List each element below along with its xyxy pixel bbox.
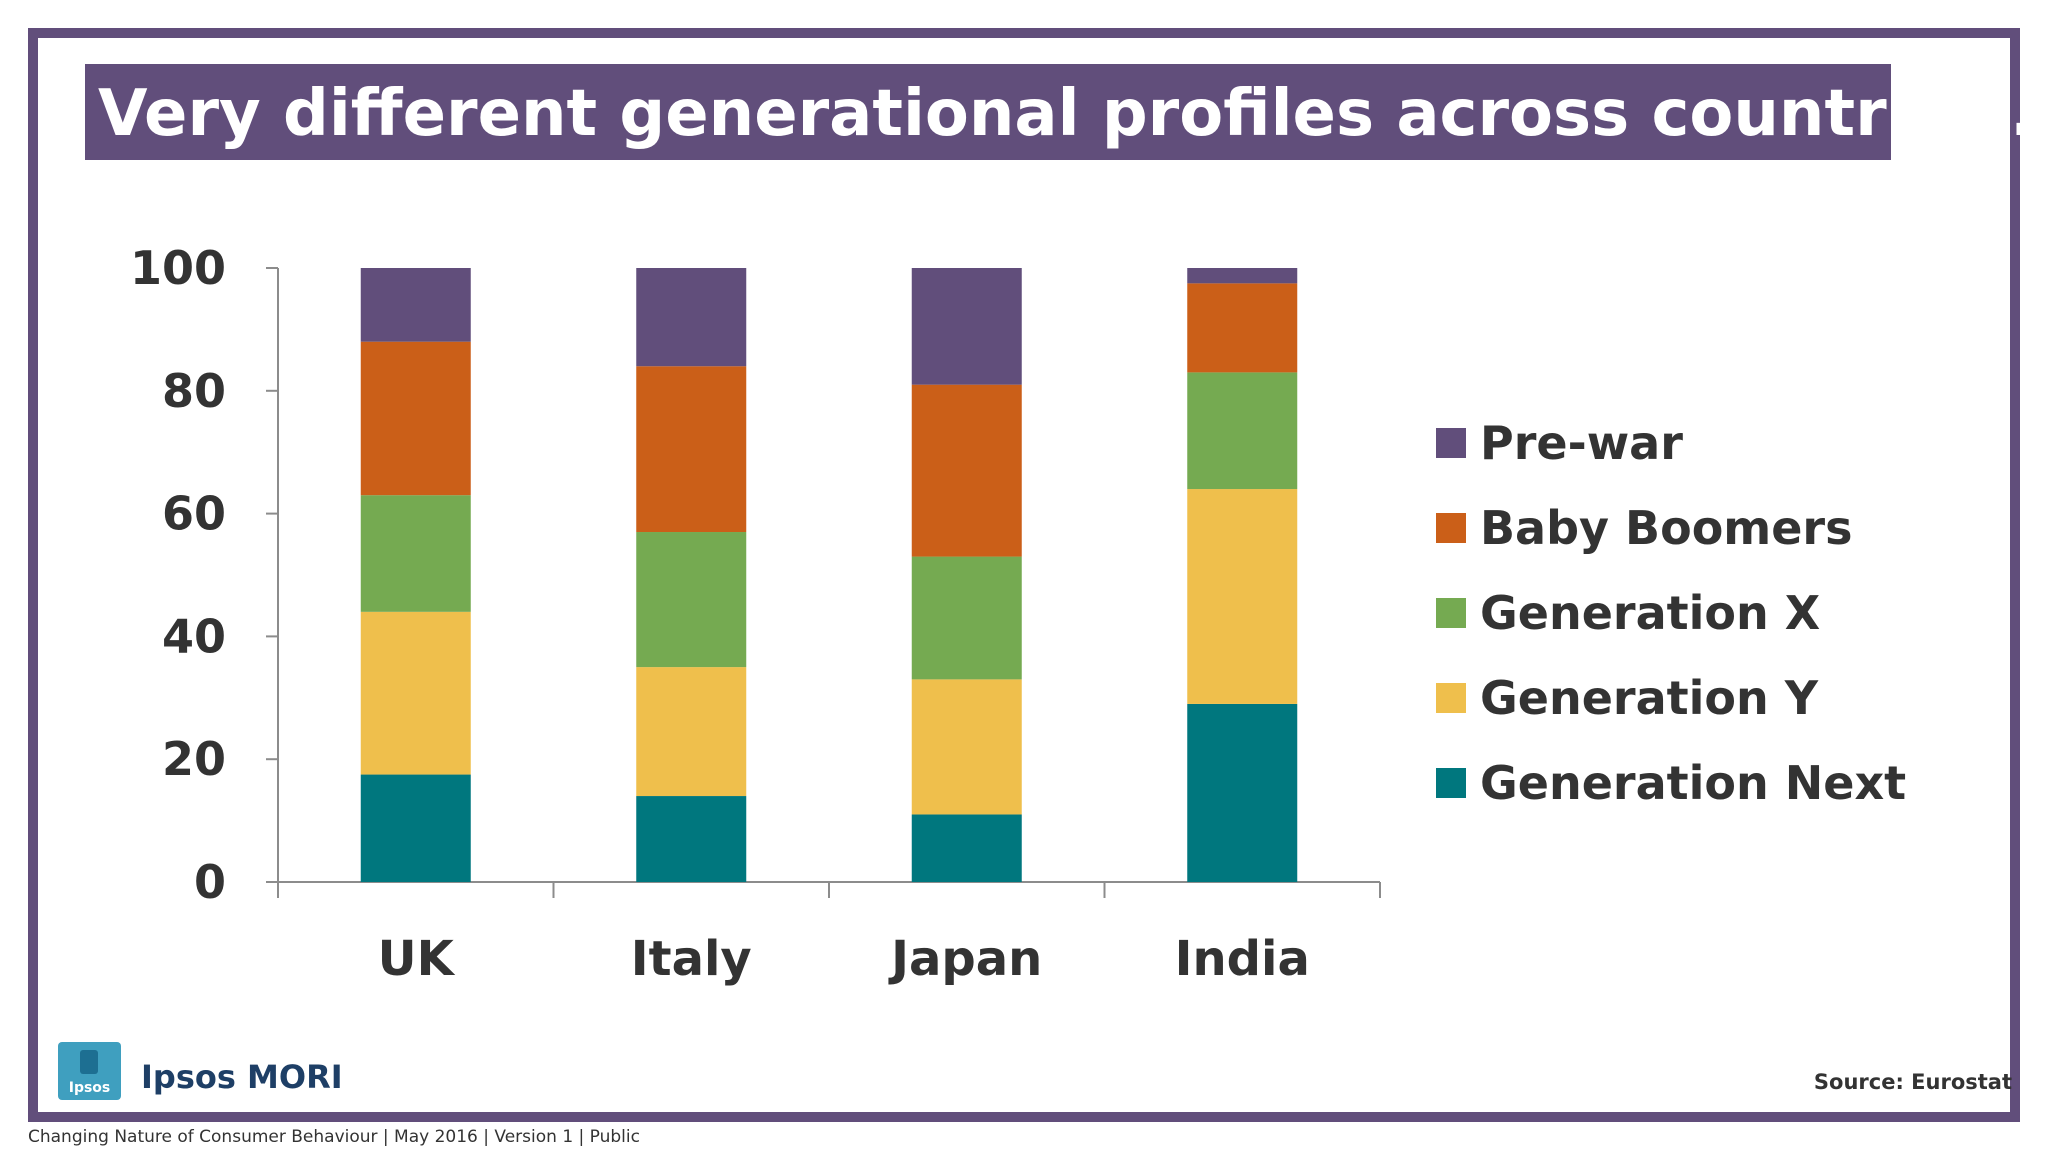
y-tick-label: 0 (194, 855, 226, 909)
legend-swatch (1436, 513, 1466, 543)
brand-name: Ipsos MORI (141, 1058, 343, 1096)
bar-india-generation-next (1187, 703, 1298, 882)
bar-japan-generation-y (911, 679, 1022, 815)
bar-india-generation-y (1187, 489, 1298, 704)
legend-swatch (1436, 683, 1466, 713)
logo-mark (80, 1050, 98, 1074)
ipsos-logo-icon: Ipsos (58, 1042, 121, 1100)
y-tick-label: 60 (162, 487, 226, 541)
bar-italy-baby-boomers (636, 366, 747, 533)
bar-italy-generation-y (636, 667, 747, 797)
bar-italy-generation-next (636, 796, 747, 882)
legend-label: Pre-war (1480, 416, 1683, 470)
bar-italy-generation-x (636, 532, 747, 668)
bar-japan-generation-next (911, 814, 1022, 882)
legend-swatch (1436, 598, 1466, 628)
source-note: Source: Eurostat (1813, 1070, 2012, 1094)
footer-text: Changing Nature of Consumer Behaviour | … (28, 1127, 640, 1147)
bar-japan-generation-x (911, 556, 1022, 680)
legend-swatch (1436, 768, 1466, 798)
bar-italy-pre-war (636, 268, 747, 367)
legend-label: Generation Next (1480, 756, 1907, 810)
bar-japan-baby-boomers (911, 384, 1022, 557)
y-tick-label: 40 (162, 609, 226, 663)
legend-label: Generation X (1480, 586, 1821, 640)
x-category-label: Japan (888, 931, 1042, 987)
y-tick-label: 80 (162, 364, 226, 418)
bar-india-generation-x (1187, 372, 1298, 490)
x-category-label: Italy (631, 931, 752, 987)
bar-india-pre-war (1187, 268, 1298, 284)
slide-title: Very different generational profiles acr… (98, 77, 2048, 151)
bar-uk-baby-boomers (360, 341, 471, 496)
bar-uk-pre-war (360, 268, 471, 342)
x-category-label: India (1175, 931, 1310, 987)
y-tick-label: 100 (130, 241, 226, 295)
legend-label: Generation Y (1480, 671, 1819, 725)
logo-text: Ipsos (68, 1080, 111, 1096)
bar-uk-generation-y (360, 611, 471, 775)
title-bar (85, 64, 1891, 160)
bar-india-baby-boomers (1187, 283, 1298, 373)
bar-uk-generation-next (360, 774, 471, 882)
bar-uk-generation-x (360, 495, 471, 612)
x-category-label: UK (378, 931, 456, 987)
legend-label: Baby Boomers (1480, 501, 1853, 555)
slide-frame (28, 28, 2020, 1122)
y-tick-label: 20 (162, 732, 226, 786)
bar-japan-pre-war (911, 268, 1022, 385)
legend-swatch (1436, 428, 1466, 458)
